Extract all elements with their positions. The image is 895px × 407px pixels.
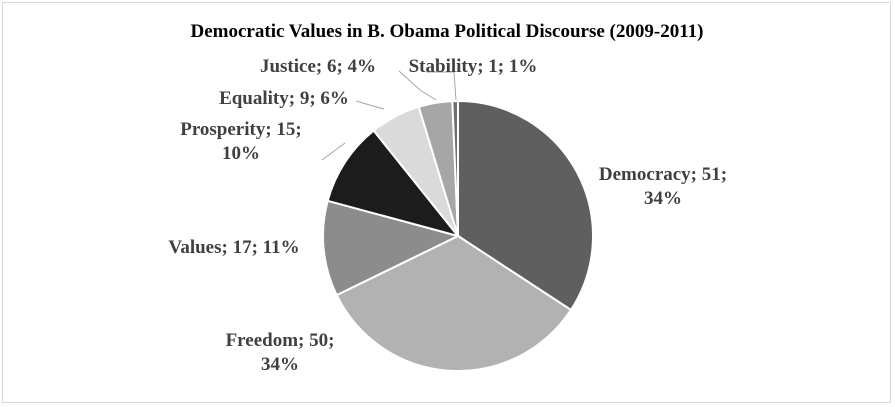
pie-slice-prosperity <box>326 129 461 238</box>
leader-lines <box>321 70 457 161</box>
pie-slice-freedom <box>335 234 573 372</box>
slice-label-stability: Stability; 1; 1% <box>409 56 538 77</box>
pie-slice-stability <box>451 99 459 237</box>
leader-line-prosperity <box>321 142 346 161</box>
leader-line-stability <box>426 71 457 101</box>
slice-label-justice: Justice; 6; 4% <box>260 56 376 77</box>
slice-label-equality: Equality; 9; 6% <box>219 88 349 109</box>
leader-line-equality <box>355 100 385 110</box>
chart-title: Democratic Values in B. Obama Political … <box>191 21 704 42</box>
slice-label-values: Values; 17; 11% <box>168 237 299 258</box>
leader-line-justice <box>398 70 437 101</box>
pie-slice-values <box>322 199 461 297</box>
slice-label-freedom: Freedom; 50; 34% <box>226 330 335 375</box>
pie-slices <box>322 99 594 372</box>
slice-labels: Democracy; 51; 34% Freedom; 50; 34% Values; … <box>168 56 727 375</box>
slice-label-democracy: Democracy; 51; 34% <box>599 164 727 209</box>
slice-label-prosperity: Prosperity; 15; 10% <box>180 119 302 164</box>
